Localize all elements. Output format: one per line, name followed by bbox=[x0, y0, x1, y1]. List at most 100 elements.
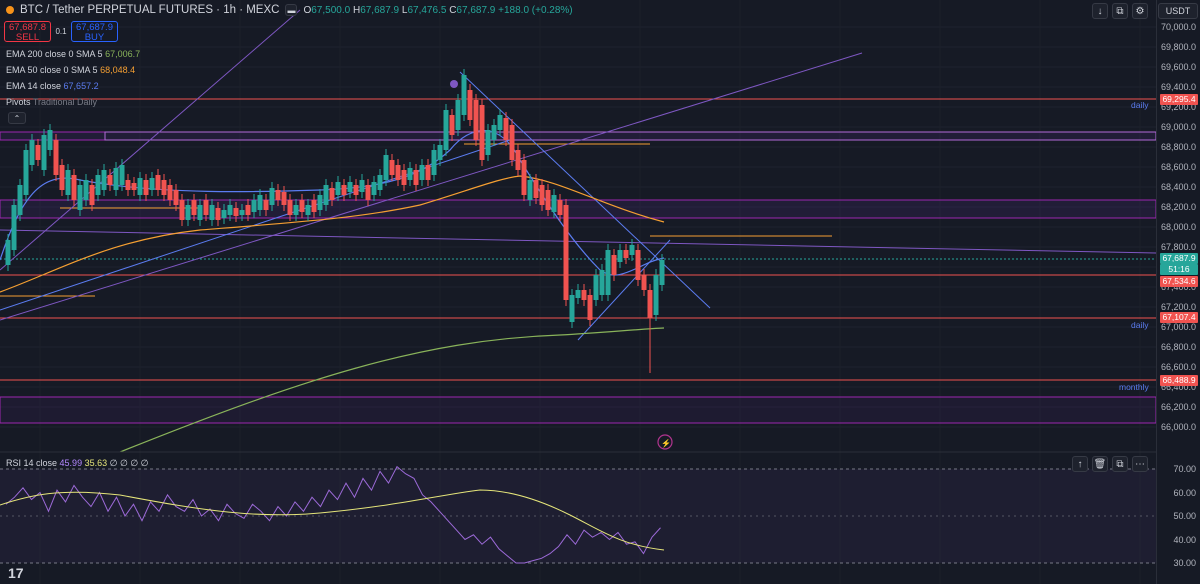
candle-body bbox=[605, 250, 611, 295]
price-tick: 67,200.0 bbox=[1160, 302, 1196, 312]
visibility-icon[interactable]: ▬ bbox=[285, 4, 298, 16]
candle-body bbox=[377, 175, 383, 190]
candle-body bbox=[143, 180, 149, 195]
legend-pivots[interactable]: Pivots Traditional Daily bbox=[6, 97, 98, 107]
candle-body bbox=[215, 208, 221, 220]
candle-body bbox=[125, 180, 131, 190]
candle-body bbox=[527, 180, 533, 200]
candle-body bbox=[263, 200, 269, 210]
buy-button[interactable]: 67,687.9 BUY bbox=[71, 21, 118, 43]
candle-body bbox=[617, 250, 623, 262]
candle-body bbox=[221, 210, 227, 218]
delete-icon[interactable]: 🗑 bbox=[1092, 456, 1108, 472]
candle-body bbox=[275, 190, 281, 200]
sell-price: 67,687.8 bbox=[9, 22, 46, 33]
candle-body bbox=[581, 290, 587, 300]
candle-body bbox=[563, 205, 569, 300]
candle-body bbox=[23, 150, 29, 195]
candle-body bbox=[353, 185, 359, 195]
trendline bbox=[0, 9, 301, 271]
collapse-legend-icon[interactable]: ⌃ bbox=[8, 112, 26, 124]
candle-body bbox=[239, 210, 245, 215]
legend-ema14[interactable]: EMA 14 close 67,657.2 bbox=[6, 81, 99, 91]
candle-body bbox=[83, 180, 89, 200]
currency-selector[interactable]: USDT bbox=[1158, 3, 1198, 19]
lightning-icon bbox=[657, 434, 673, 450]
trendline bbox=[0, 52, 863, 321]
price-tick: 67,800.0 bbox=[1160, 242, 1196, 252]
candle-body bbox=[95, 175, 101, 195]
candle-body bbox=[395, 165, 401, 180]
candle-body bbox=[161, 180, 167, 195]
price-tick: 68,600.0 bbox=[1160, 162, 1196, 172]
move-up-icon[interactable]: ↑ bbox=[1072, 456, 1088, 472]
candle-body bbox=[533, 180, 539, 198]
restore-pane-icon[interactable]: ⧉ bbox=[1112, 456, 1128, 472]
candle-body bbox=[419, 165, 425, 180]
candle-body bbox=[341, 185, 347, 195]
candle-body bbox=[101, 170, 107, 190]
more-icon[interactable]: ⋯ bbox=[1132, 456, 1148, 472]
trendline bbox=[577, 239, 671, 341]
price-tick: 68,000.0 bbox=[1160, 222, 1196, 232]
arrow-down-icon[interactable]: ↓ bbox=[1092, 3, 1108, 19]
sell-label: SELL bbox=[15, 32, 40, 43]
rsi-tick: 70.00 bbox=[1173, 464, 1196, 474]
rsi-tick: 50.00 bbox=[1173, 511, 1196, 521]
candle-body bbox=[209, 205, 215, 220]
candle-body bbox=[41, 135, 47, 170]
candle-body bbox=[203, 200, 209, 215]
candle-body bbox=[359, 180, 365, 192]
candle-body bbox=[629, 245, 635, 255]
pivot-zone bbox=[0, 396, 1156, 424]
trade-panel: 67,687.8 SELL 0.1 67,687.9 BUY bbox=[4, 21, 118, 43]
price-badge-level1: 69,295.4 bbox=[1160, 94, 1198, 105]
buy-price: 67,687.9 bbox=[76, 22, 113, 33]
candle-body bbox=[611, 255, 617, 275]
candle-body bbox=[641, 275, 647, 290]
price-chart[interactable]: ⚡ bbox=[0, 0, 1156, 584]
pivot-label-daily-top: daily bbox=[1131, 100, 1149, 110]
lightning-icon-glyph: ⚡ bbox=[661, 438, 671, 448]
price-tick: 68,400.0 bbox=[1160, 182, 1196, 192]
price-tick: 70,000.0 bbox=[1160, 22, 1196, 32]
ema50-line bbox=[0, 175, 665, 293]
candle-body bbox=[53, 140, 59, 175]
candle-body bbox=[389, 160, 395, 175]
candle-body bbox=[521, 160, 527, 195]
rsi-line bbox=[5, 465, 661, 564]
candle-body bbox=[635, 250, 641, 280]
candle-body bbox=[365, 185, 371, 200]
sell-button[interactable]: 67,687.8 SELL bbox=[4, 21, 51, 43]
candle-body bbox=[299, 200, 305, 212]
candle-body bbox=[449, 115, 455, 135]
legend-ema200[interactable]: EMA 200 close 0 SMA 5 67,006.7 bbox=[6, 49, 141, 59]
candle-body bbox=[515, 150, 521, 170]
candle-body bbox=[335, 182, 341, 195]
restore-icon[interactable]: ⧉ bbox=[1112, 3, 1128, 19]
candle-body bbox=[551, 195, 557, 212]
candle-body bbox=[485, 130, 491, 155]
candle-body bbox=[593, 275, 599, 300]
price-axis[interactable]: USDT 70,000.0 69,800.0 69,600.0 69,400.0 69,… bbox=[1156, 0, 1200, 584]
candle-body bbox=[557, 200, 563, 215]
legend-ema50[interactable]: EMA 50 close 0 SMA 5 68,048.4 bbox=[6, 65, 136, 75]
candle-body bbox=[311, 200, 317, 212]
candle-body bbox=[491, 125, 497, 140]
settings-icon[interactable]: ⚙ bbox=[1132, 3, 1148, 19]
candle-body bbox=[287, 200, 293, 215]
candle-body bbox=[155, 175, 161, 190]
tradingview-logo-icon[interactable]: 17 bbox=[8, 565, 24, 581]
candle-body bbox=[11, 205, 17, 250]
symbol-title[interactable]: BTC / Tether PERPETUAL FUTURES · 1h · ME… bbox=[20, 4, 280, 16]
candle-body bbox=[473, 100, 479, 140]
candle-body bbox=[131, 183, 137, 190]
candle-body bbox=[35, 145, 41, 160]
candle-body bbox=[167, 185, 173, 200]
price-tick: 69,200.0 bbox=[1160, 102, 1196, 112]
rsi-tick: 40.00 bbox=[1173, 534, 1196, 545]
price-tick: 66,800.0 bbox=[1160, 342, 1196, 352]
candle-body bbox=[179, 200, 185, 220]
btc-logo-icon bbox=[6, 6, 14, 14]
rsi-legend[interactable]: RSI 14 close 45.99 35.63 ∅ ∅ ∅ ∅ bbox=[6, 458, 149, 468]
